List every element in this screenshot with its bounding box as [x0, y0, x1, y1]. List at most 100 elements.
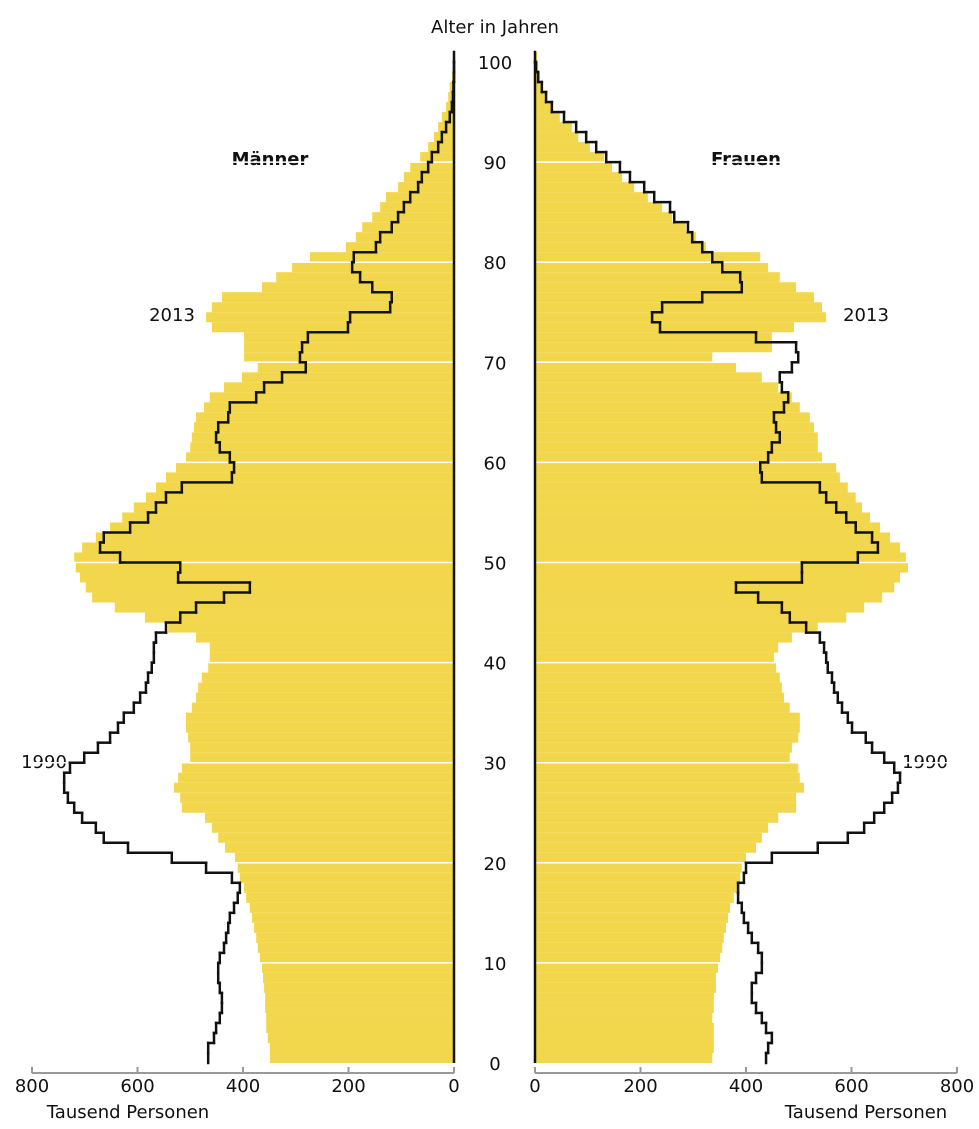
bar: [535, 122, 572, 133]
bar: [535, 472, 840, 483]
bar: [535, 852, 746, 863]
bar: [264, 982, 454, 993]
bar: [237, 862, 454, 873]
bar: [535, 532, 891, 543]
bar: [535, 232, 696, 243]
bar: [535, 162, 613, 173]
bar: [535, 972, 716, 983]
bar: [82, 542, 455, 553]
bar: [203, 402, 454, 413]
bar: [345, 242, 454, 253]
bar: [201, 672, 454, 683]
bar: [535, 252, 761, 263]
bar: [535, 642, 779, 653]
x-tick-label: 200: [623, 1076, 657, 1097]
bar: [535, 552, 906, 563]
bar: [196, 632, 455, 643]
bar: [206, 312, 454, 323]
bar: [535, 902, 731, 913]
bar: [265, 1002, 454, 1013]
bar: [446, 102, 454, 113]
bar: [535, 792, 797, 803]
bar: [176, 462, 454, 473]
x-axis-label: Tausend Personen: [784, 1102, 947, 1123]
bar: [75, 562, 454, 573]
bar: [535, 302, 822, 313]
bar: [244, 352, 454, 363]
bar: [535, 262, 769, 273]
bar: [145, 492, 454, 503]
bar: [266, 1022, 454, 1033]
bar: [535, 822, 769, 833]
bar: [428, 142, 454, 153]
bar: [535, 942, 723, 953]
bar: [535, 612, 847, 623]
bar: [535, 372, 762, 383]
bar: [178, 772, 454, 783]
bar: [535, 862, 742, 873]
bar: [535, 692, 784, 703]
bar: [173, 782, 454, 793]
bar: [309, 252, 454, 263]
bar: [535, 682, 782, 693]
bar: [235, 852, 454, 863]
bar: [110, 522, 454, 533]
bar: [355, 232, 454, 243]
bar: [265, 992, 454, 1003]
bar: [85, 582, 455, 593]
y-tick-label: 90: [484, 153, 507, 174]
bar: [257, 942, 454, 953]
bar: [535, 922, 726, 933]
bar: [535, 982, 716, 993]
bar: [535, 582, 895, 593]
bar: [188, 732, 454, 743]
bar: [191, 702, 454, 713]
bar: [535, 1012, 713, 1023]
bar: [535, 632, 792, 643]
bar: [535, 812, 779, 823]
bar: [535, 672, 780, 683]
bar: [535, 512, 870, 523]
x-tick-label: 0: [529, 1076, 540, 1097]
bar: [362, 222, 454, 233]
bar: [211, 322, 454, 333]
bar: [535, 1002, 714, 1013]
bar: [535, 932, 724, 943]
y-tick-label: 60: [484, 453, 507, 474]
bar: [535, 892, 734, 903]
bar: [535, 912, 729, 923]
bar: [535, 872, 741, 883]
bar: [535, 772, 800, 783]
x-tick-label: 400: [729, 1076, 763, 1097]
y-tick-label: 40: [484, 654, 507, 675]
bar: [186, 722, 454, 733]
y-axis-label: Alter in Jahren: [431, 17, 559, 38]
bar: [209, 392, 454, 403]
bar: [535, 662, 777, 673]
bar: [535, 702, 790, 713]
bar: [225, 842, 454, 853]
series-annotation: 2013: [149, 305, 195, 326]
bar: [535, 1052, 713, 1063]
bar: [261, 282, 454, 293]
bar: [535, 482, 848, 493]
bar: [420, 152, 454, 163]
bar: [535, 712, 800, 723]
bar: [535, 432, 818, 443]
bar: [74, 552, 454, 563]
bar: [133, 502, 454, 513]
bar: [380, 202, 454, 213]
bar: [190, 442, 454, 453]
bar: [535, 562, 908, 573]
side-label: Frauen: [711, 149, 781, 170]
bar: [535, 222, 686, 233]
bar: [251, 912, 454, 923]
x-tick-label: 400: [226, 1076, 260, 1097]
bar: [535, 842, 757, 853]
y-tick-label: 10: [484, 954, 507, 975]
bar: [535, 542, 901, 553]
bar: [266, 1012, 454, 1023]
x-tick-label: 600: [834, 1076, 868, 1097]
bar: [263, 972, 454, 983]
